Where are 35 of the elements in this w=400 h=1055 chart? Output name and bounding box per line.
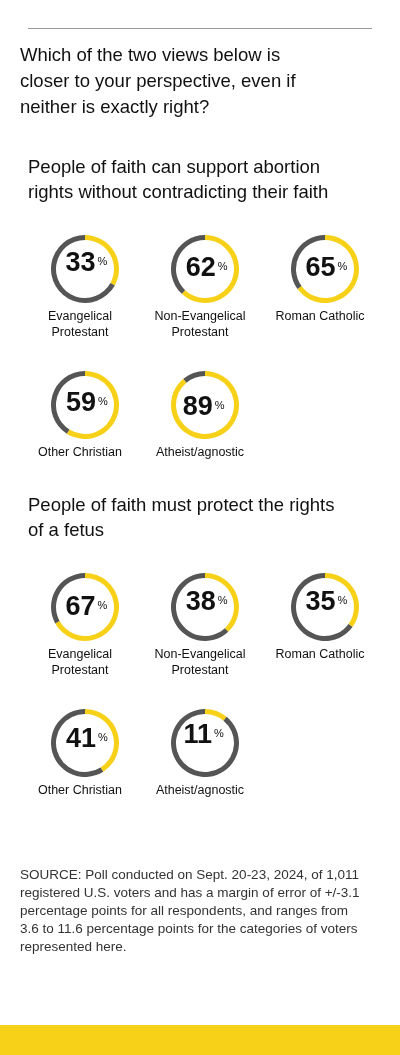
text: Atheist/agnostic [154, 782, 246, 798]
data-label: 11$^{%}$ [183, 719, 225, 750]
donut-slice [181, 235, 239, 303]
donut-slice [297, 235, 359, 303]
text: Roman Catholic [274, 646, 366, 662]
data-label: 65$^{%}$ [305, 252, 348, 283]
donut-slice [171, 573, 229, 641]
donut-slice [205, 709, 227, 721]
data-label: 35$^{%}$ [305, 585, 348, 616]
text: Evangelical Protestant [47, 646, 113, 678]
text: Other Christian [36, 444, 124, 460]
text: Which of the two views below is closer to your perspective, even if neither is exactly right? [20, 43, 297, 119]
text: Non-Evangelical Protestant [153, 308, 247, 340]
donut-slice [171, 371, 239, 439]
data-label: 33$^{%}$ [65, 247, 108, 278]
donut-slice [171, 709, 239, 777]
text: Other Christian [36, 782, 124, 798]
data-label: 67$^{%}$ [65, 590, 108, 621]
data-label: 38$^{%}$ [185, 586, 228, 617]
text: People of faith can support abortion rights without contradicting their faith [28, 155, 330, 204]
donut-slice [51, 235, 115, 303]
donut-slice [183, 371, 205, 383]
text: Atheist/agnostic [154, 444, 246, 460]
data-label: 59$^{%}$ [65, 387, 108, 418]
donut-slice [291, 573, 353, 641]
text: Roman Catholic [274, 308, 366, 324]
data-label: 89$^{%}$ [182, 390, 225, 421]
data-label: 62$^{%}$ [185, 251, 228, 282]
donut-slice [55, 573, 119, 641]
source-note: SOURCE: Poll conducted on Sept. 20-23, 2024, of 1,011 registered U.S. voters and has a margin of error of +/-3.1 percentage points for all respondents, and ranges from 3.6 to 11.6 percentage points for the categories of voters represented here. [20, 866, 361, 956]
data-label: 41$^{%}$ [65, 722, 108, 753]
text: Evangelical Protestant [47, 308, 113, 340]
text: Non-Evangelical Protestant [153, 646, 247, 678]
donut-slice [66, 371, 119, 439]
text: People of faith must protect the rights of a fetus [28, 493, 336, 542]
